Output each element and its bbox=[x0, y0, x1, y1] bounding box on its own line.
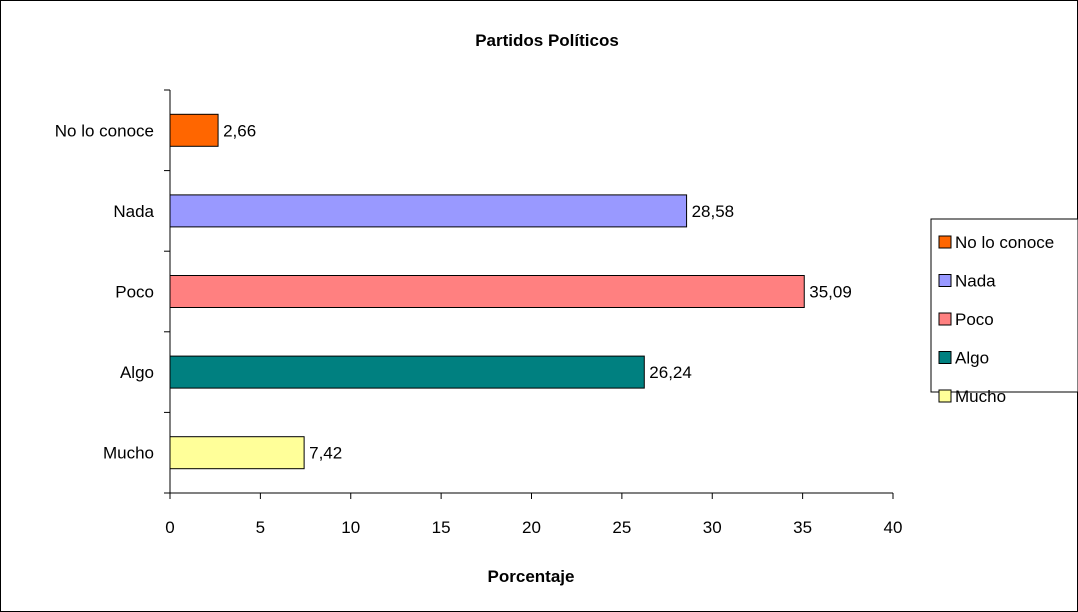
chart-title: Partidos Políticos bbox=[475, 31, 619, 50]
x-axis-title: Porcentaje bbox=[488, 567, 575, 586]
data-label: 2,66 bbox=[223, 121, 256, 140]
legend-swatch bbox=[938, 235, 952, 249]
x-tick-label: 25 bbox=[612, 518, 631, 537]
bar-poco bbox=[169, 275, 805, 308]
y-tick-label: Poco bbox=[115, 283, 154, 302]
legend-swatch bbox=[938, 351, 952, 364]
x-tick-label: 35 bbox=[793, 518, 812, 537]
legend-label: Poco bbox=[955, 310, 994, 329]
legend-label: Mucho bbox=[955, 387, 1006, 406]
data-label: 28,58 bbox=[692, 202, 735, 221]
data-label: 7,42 bbox=[309, 444, 342, 463]
legend-swatch bbox=[938, 389, 952, 403]
y-tick-label: No lo conoce bbox=[55, 121, 154, 140]
legend-swatch bbox=[938, 312, 952, 326]
bar-no-lo-conoce bbox=[169, 113, 219, 147]
x-tick-label: 40 bbox=[884, 518, 903, 537]
x-tick-label: 0 bbox=[165, 518, 174, 537]
legend: No lo conoce Nada Poco Algo Mucho bbox=[930, 218, 1078, 406]
legend-label: Algo bbox=[955, 349, 989, 368]
x-tick-label: 5 bbox=[256, 518, 265, 537]
x-tick-label: 20 bbox=[522, 518, 541, 537]
legend-swatch bbox=[938, 274, 952, 287]
x-tick-label: 10 bbox=[341, 518, 360, 537]
data-label: 35,09 bbox=[809, 283, 852, 302]
legend-label: No lo conoce bbox=[955, 233, 1054, 252]
plot-area: 0 5 10 15 20 25 30 35 40 No lo conoce 2,66 Nada 28,5… bbox=[55, 89, 903, 537]
legend-label: Nada bbox=[955, 272, 996, 291]
y-tick-label: Algo bbox=[120, 363, 154, 382]
x-tick-label: 15 bbox=[432, 518, 451, 537]
x-tick-label: 30 bbox=[703, 518, 722, 537]
bar-nada bbox=[169, 194, 688, 228]
bar-mucho bbox=[169, 436, 305, 470]
y-tick-label: Nada bbox=[113, 202, 154, 221]
bar-algo bbox=[169, 355, 645, 389]
legend-box bbox=[930, 218, 1078, 393]
data-label: 26,24 bbox=[649, 363, 692, 382]
y-tick-label: Mucho bbox=[103, 444, 154, 463]
